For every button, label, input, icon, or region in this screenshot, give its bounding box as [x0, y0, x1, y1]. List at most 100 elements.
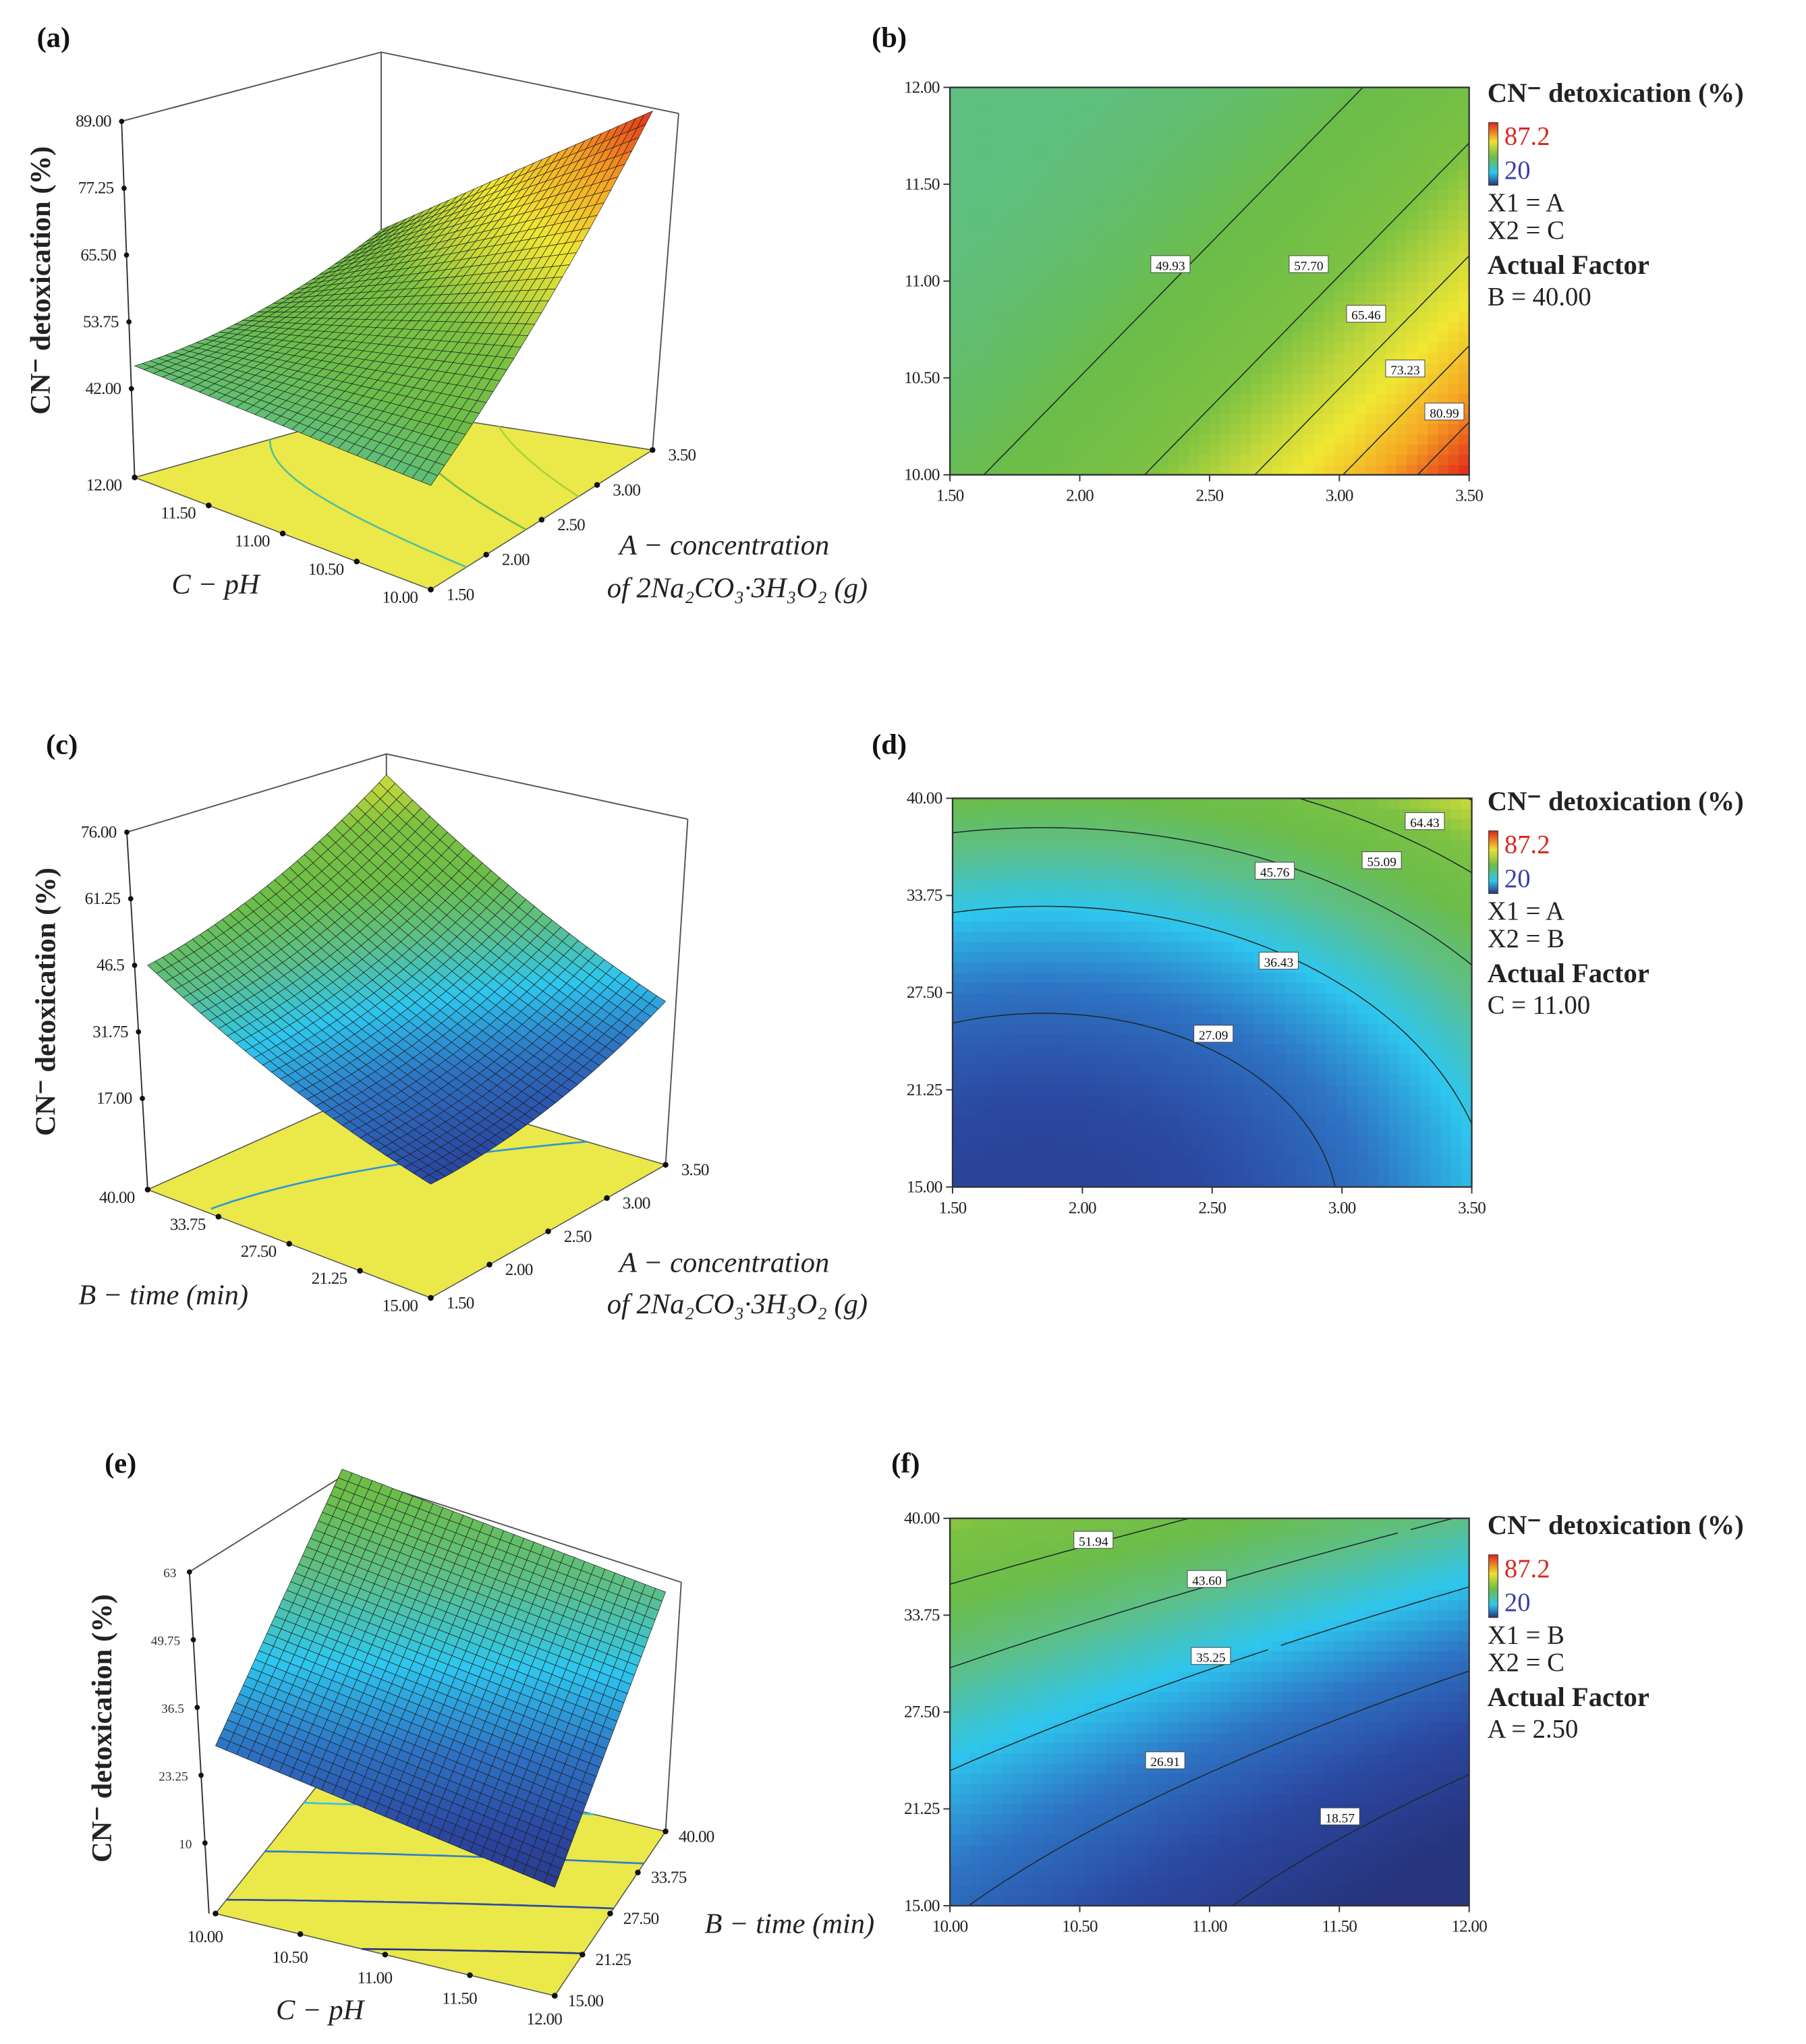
heatmap-cell — [1022, 393, 1034, 404]
heatmap-cell — [1022, 97, 1034, 109]
heatmap-cell — [1357, 1166, 1369, 1178]
heatmap-cell — [1004, 1023, 1016, 1034]
heatmap-cell — [1355, 220, 1366, 231]
heatmap-cell — [1054, 179, 1065, 190]
heatmap-cell — [1189, 372, 1200, 384]
heatmap-cell — [1067, 1044, 1078, 1055]
heatmap-cell — [1293, 454, 1304, 465]
heatmap-cell — [1189, 127, 1200, 139]
heatmap-cell — [1285, 1044, 1296, 1055]
heatmap-cell — [1116, 312, 1127, 322]
heatmap-cell — [1064, 393, 1075, 404]
heatmap-cell — [1036, 992, 1047, 1004]
heatmap-cell — [1428, 107, 1439, 119]
heatmap-cell — [973, 1023, 984, 1034]
heatmap-cell — [1116, 464, 1127, 476]
heatmap-cell — [970, 220, 982, 231]
heatmap-cell — [981, 138, 992, 150]
heatmap-cell — [1274, 1176, 1286, 1188]
heatmap-cell — [1126, 220, 1137, 231]
heatmap-cell — [1272, 189, 1283, 200]
heatmap-cell — [1274, 1125, 1286, 1137]
heatmap-cell — [1137, 464, 1148, 476]
heatmap-cell — [1417, 444, 1428, 455]
heatmap-cell — [1230, 179, 1241, 190]
heatmap-cell — [1261, 87, 1273, 98]
heatmap-cell — [1033, 301, 1044, 312]
heatmap-cell — [1157, 169, 1169, 180]
heatmap-cell — [1241, 301, 1252, 312]
heatmap-cell — [1189, 189, 1200, 200]
heatmap-cell — [1181, 1156, 1192, 1168]
heatmap-cell — [1282, 322, 1293, 333]
heatmap-cell — [1054, 97, 1065, 109]
heatmap-cell — [1272, 454, 1283, 465]
heatmap-cell — [1056, 1105, 1068, 1116]
heatmap-cell — [984, 1044, 995, 1055]
heatmap-cell — [1025, 1156, 1036, 1168]
heatmap-cell — [1243, 1166, 1255, 1178]
heatmap-cell — [1088, 1033, 1099, 1045]
heatmap-cell — [1046, 1105, 1057, 1116]
heatmap-cell — [1293, 352, 1304, 364]
x-axis-tick-mark — [483, 552, 489, 558]
heatmap-cell — [1046, 1135, 1057, 1147]
heatmap-cell — [950, 464, 961, 476]
heatmap-cell — [1178, 209, 1189, 221]
heatmap-cell — [1347, 1033, 1359, 1045]
heatmap-cell — [960, 127, 971, 139]
heatmap-cell — [1272, 291, 1283, 302]
heatmap-cell — [1386, 444, 1397, 455]
heatmap-cell — [1419, 1013, 1431, 1024]
heatmap-cell — [1324, 87, 1335, 98]
heatmap-cell — [1459, 271, 1470, 282]
heatmap-cell — [1241, 189, 1252, 200]
heatmap-cell — [1428, 271, 1439, 282]
heatmap-cell — [1357, 1115, 1369, 1127]
heatmap-cell — [1137, 148, 1148, 160]
heatmap-cell — [1365, 199, 1376, 210]
heatmap-cell — [1015, 1044, 1026, 1055]
heatmap-cell — [1170, 1135, 1182, 1147]
heatmap-cell — [1355, 454, 1366, 465]
heatmap-cell — [1386, 332, 1397, 343]
heatmap-cell — [1168, 179, 1179, 190]
heatmap-cell — [1137, 260, 1148, 272]
heatmap-cell — [1181, 1145, 1192, 1157]
heatmap-cell — [1347, 1023, 1359, 1034]
heatmap-cell — [1012, 97, 1023, 109]
heatmap-cell — [1033, 332, 1044, 343]
heatmap-cell — [1022, 87, 1034, 98]
heatmap-cell — [1105, 434, 1117, 445]
heatmap-cell — [1139, 1115, 1151, 1127]
box-top-edges — [121, 51, 679, 122]
heatmap-cell — [1074, 271, 1085, 282]
heatmap-cell — [1126, 332, 1137, 343]
heatmap-cell — [1178, 382, 1189, 394]
heatmap-cell — [952, 1002, 964, 1014]
heatmap-cell — [1438, 291, 1449, 302]
heatmap-cell — [1313, 322, 1324, 333]
heatmap-cell — [1033, 189, 1044, 200]
heatmap-cell — [1293, 230, 1304, 242]
heatmap-cell — [1178, 199, 1189, 210]
heatmap-cell — [1137, 199, 1148, 210]
heatmap-cell — [1293, 464, 1304, 476]
y-tick-label: 11.50 — [905, 175, 940, 194]
heatmap-cell — [1150, 1084, 1161, 1096]
heatmap-cell — [1095, 352, 1106, 364]
heatmap-cell — [1116, 352, 1127, 364]
heatmap-cell — [1199, 322, 1210, 333]
heatmap-cell — [1105, 403, 1117, 414]
heatmap-cell — [1334, 138, 1345, 150]
heatmap-cell — [1137, 159, 1148, 170]
heatmap-cell — [1209, 301, 1221, 312]
heatmap-cell — [1002, 220, 1013, 231]
heatmap-cell — [1105, 312, 1117, 322]
heatmap-cell — [1116, 199, 1127, 210]
y-axis-tick-label: 33.75 — [170, 1216, 206, 1234]
heatmap-cell — [1376, 97, 1387, 109]
heatmap-cell — [1199, 271, 1210, 282]
heatmap-cell — [1077, 1095, 1088, 1106]
heatmap-cell — [1450, 1054, 1462, 1065]
